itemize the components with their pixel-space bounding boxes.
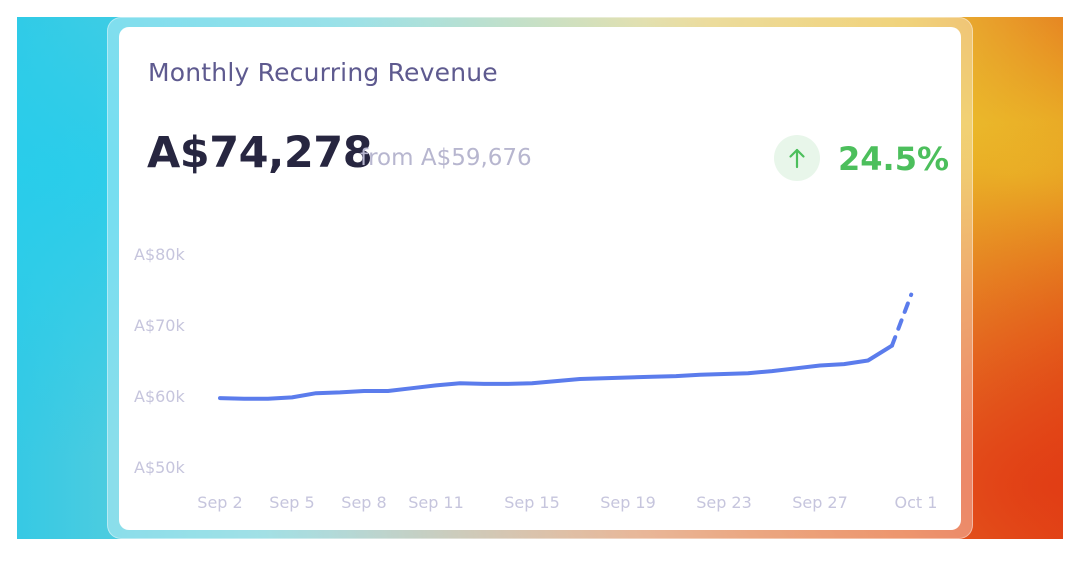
arrow-up-icon	[789, 148, 805, 169]
trend-badge	[774, 135, 820, 181]
card-title: Monthly Recurring Revenue	[148, 58, 498, 87]
mrr-value: A$74,278	[147, 128, 373, 178]
previous-value: from A$59,676	[360, 145, 532, 171]
change-percent: 24.5%	[838, 140, 950, 178]
mrr-card	[119, 27, 961, 530]
